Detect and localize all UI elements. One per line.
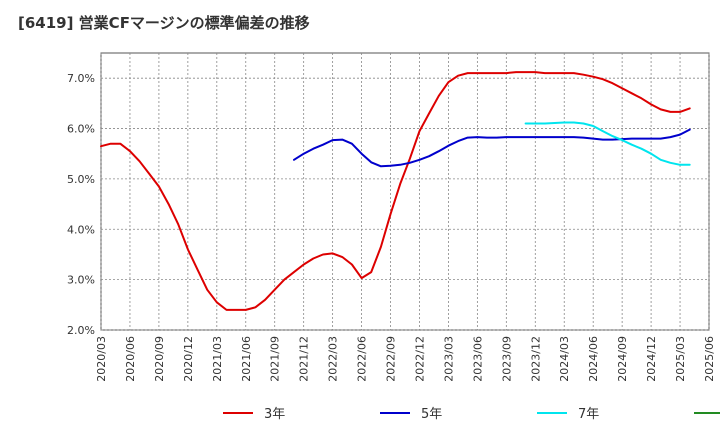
x-axis-ticks: 2020/03 2020/06 2020/09 2020/12 2021/03 2021/…	[95, 336, 716, 382]
x-tick-label: 2025/03	[674, 336, 687, 382]
x-tick-label: 2023/09	[500, 336, 513, 382]
x-tick-label: 2022/03	[327, 336, 340, 382]
x-tick-label: 2021/06	[240, 336, 253, 382]
y-tick-label: 5.0%	[67, 173, 95, 186]
y-tick-label: 4.0%	[67, 223, 95, 236]
y-tick-label: 7.0%	[67, 72, 95, 85]
y-tick-label: 2.0%	[67, 324, 95, 337]
x-tick-label: 2020/12	[182, 336, 195, 382]
x-tick-label: 2020/06	[124, 336, 137, 382]
x-tick-label: 2024/09	[616, 336, 629, 382]
x-tick-label: 2022/12	[413, 336, 426, 382]
x-tick-label: 2022/09	[385, 336, 398, 382]
series-layer	[100, 71, 691, 311]
x-tick-label: 2021/09	[269, 336, 282, 382]
plot-area	[100, 52, 710, 331]
legend-label: 3年	[264, 407, 285, 422]
x-tick-label: 2022/06	[356, 336, 369, 382]
legend: 3年5年7年10年	[223, 407, 720, 422]
x-tick-label: 2020/09	[153, 336, 166, 382]
x-tick-label: 2024/12	[645, 336, 658, 382]
x-tick-label: 2023/12	[529, 336, 542, 382]
x-tick-label: 2021/03	[211, 336, 224, 382]
x-tick-label: 2023/03	[442, 336, 455, 382]
legend-label: 7年	[578, 407, 599, 422]
chart-title: [6419] 営業CFマージンの標準偏差の推移	[18, 14, 310, 32]
y-tick-label: 6.0%	[67, 123, 95, 136]
series-line-1	[100, 71, 691, 311]
y-axis-ticks: 2.0% 3.0% 4.0% 5.0% 6.0% 7.0%	[67, 72, 95, 337]
legend-label: 5年	[421, 407, 442, 422]
x-tick-label: 2025/06	[703, 336, 716, 382]
x-tick-label: 2023/06	[471, 336, 484, 382]
x-tick-label: 2021/12	[298, 336, 311, 382]
series-line-3	[524, 121, 691, 166]
x-tick-label: 2020/03	[95, 336, 108, 382]
x-tick-label: 2024/03	[558, 336, 571, 382]
y-tick-label: 3.0%	[67, 274, 95, 287]
x-tick-label: 2024/06	[587, 336, 600, 382]
series-line-2	[293, 128, 691, 168]
